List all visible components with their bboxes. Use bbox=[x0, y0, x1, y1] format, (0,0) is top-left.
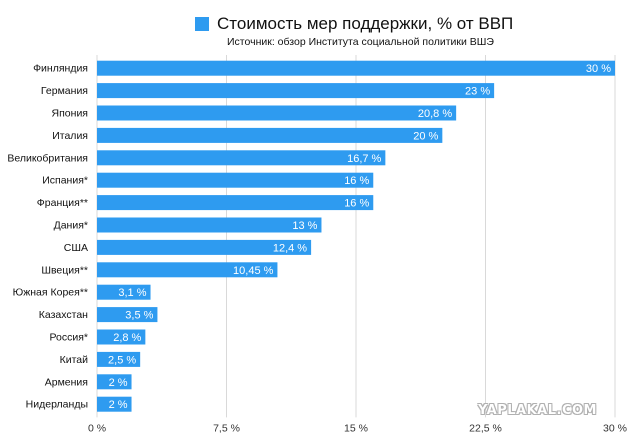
watermark: YAPLAKAL.COM bbox=[478, 403, 597, 418]
data-label: 3,5 % bbox=[125, 310, 153, 322]
category-label: Япония bbox=[52, 108, 88, 120]
x-tick-label: 0 % bbox=[88, 422, 106, 434]
category-label: Южная Корея** bbox=[13, 287, 88, 299]
data-label: 3,1 % bbox=[118, 287, 146, 299]
bar bbox=[97, 172, 374, 188]
bar bbox=[97, 284, 151, 300]
chart-title: Стоимость мер поддержки, % от ВВП bbox=[217, 14, 514, 33]
category-label: Италия bbox=[52, 130, 88, 142]
category-label: США bbox=[64, 242, 88, 254]
bar bbox=[97, 195, 374, 211]
x-tick-label: 15 % bbox=[344, 422, 368, 434]
data-label: 12,4 % bbox=[273, 242, 307, 254]
bar bbox=[97, 83, 495, 99]
x-tick-label: 22,5 % bbox=[469, 422, 502, 434]
category-label: Дания* bbox=[54, 220, 88, 232]
x-tick-label: 30 % bbox=[603, 422, 627, 434]
category-label: Финляндия bbox=[33, 63, 88, 75]
data-label: 10,45 % bbox=[233, 265, 274, 277]
data-label: 2,8 % bbox=[113, 332, 141, 344]
bar bbox=[97, 127, 443, 143]
x-tick-label: 7,5 % bbox=[213, 422, 240, 434]
bar bbox=[97, 217, 322, 233]
category-label: Франция** bbox=[37, 197, 88, 209]
bar bbox=[97, 329, 146, 345]
data-label: 2 % bbox=[109, 399, 128, 411]
bar bbox=[97, 307, 158, 323]
data-label: 13 % bbox=[292, 220, 317, 232]
data-label: 16,7 % bbox=[347, 153, 381, 165]
data-label: 23 % bbox=[465, 86, 490, 98]
category-label: Россия* bbox=[49, 332, 88, 344]
bar bbox=[97, 105, 457, 121]
category-label: Германия bbox=[41, 85, 88, 97]
bar bbox=[97, 351, 141, 367]
bar bbox=[97, 60, 615, 76]
bar bbox=[97, 239, 312, 255]
data-label: 16 % bbox=[344, 175, 369, 187]
category-label: Армения bbox=[45, 376, 88, 388]
bar bbox=[97, 262, 278, 278]
data-label: 20 % bbox=[413, 130, 438, 142]
bar bbox=[97, 396, 132, 412]
bar bbox=[97, 374, 132, 390]
data-label: 2,5 % bbox=[108, 354, 136, 366]
category-label: Нидерланды bbox=[26, 399, 88, 411]
category-label: Великобритания bbox=[7, 152, 88, 164]
chart-subtitle: Источник: обзор Института социальной пол… bbox=[227, 36, 494, 48]
data-label: 2 % bbox=[109, 377, 128, 389]
category-label: Казахстан bbox=[39, 309, 88, 321]
data-label: 30 % bbox=[586, 63, 611, 75]
chart-legend: Стоимость мер поддержки, % от ВВП bbox=[195, 14, 625, 36]
data-label: 20,8 % bbox=[418, 108, 452, 120]
category-label: Испания* bbox=[42, 175, 88, 187]
legend-swatch bbox=[195, 17, 209, 31]
category-label: Китай bbox=[60, 354, 89, 366]
category-label: Швеция** bbox=[41, 264, 88, 276]
bar bbox=[97, 150, 386, 166]
data-label: 16 % bbox=[344, 198, 369, 210]
